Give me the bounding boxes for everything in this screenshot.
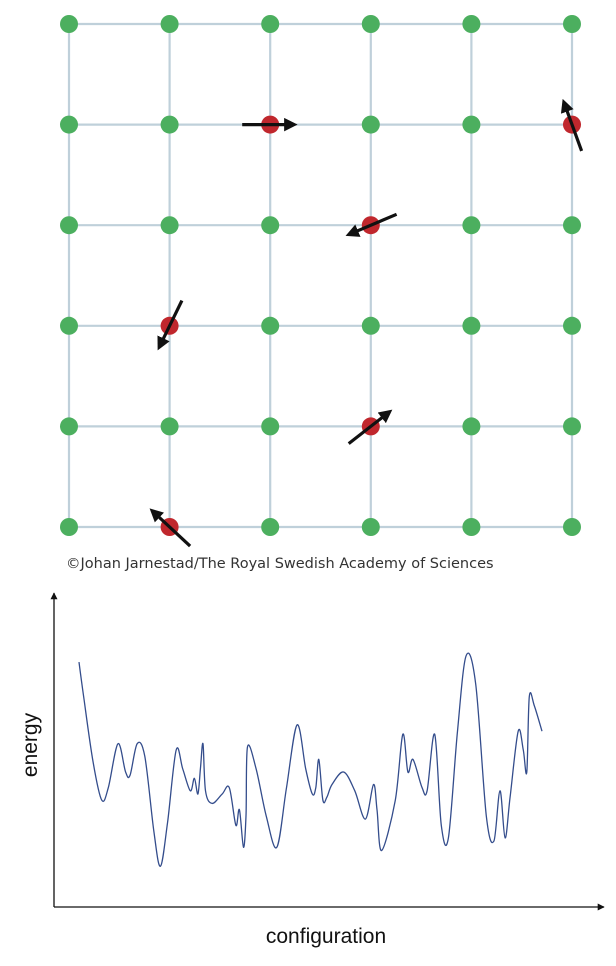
energy-landscape-plot: configuration energy <box>19 592 605 948</box>
spin-site <box>160 216 179 235</box>
spin-site <box>60 115 78 134</box>
spin-site <box>160 115 179 134</box>
spin-site <box>261 216 280 235</box>
spin-site <box>261 15 280 33</box>
spin-site <box>261 417 280 436</box>
spin-site <box>563 417 581 436</box>
spin-site <box>60 518 78 536</box>
lattice-diagram <box>60 15 584 548</box>
y-axis-label: energy <box>19 712 42 777</box>
spin-site <box>60 216 78 235</box>
spin-site <box>462 417 481 436</box>
spin-arrow <box>347 409 393 445</box>
spin-site <box>462 216 481 235</box>
spin-arrow <box>560 98 584 152</box>
spin-site <box>261 316 280 335</box>
spin-site <box>60 15 78 33</box>
spin-site <box>361 518 380 536</box>
spin-site <box>160 417 179 436</box>
lattice-sites <box>60 15 581 536</box>
spin-site <box>361 15 380 33</box>
spin-arrow <box>345 212 398 237</box>
spin-site <box>563 216 581 235</box>
spin-site <box>60 316 78 335</box>
spin-site <box>160 15 179 33</box>
spin-site <box>60 417 78 436</box>
spin-arrow <box>157 299 184 351</box>
spin-site <box>361 115 380 134</box>
lattice-links <box>67 22 574 529</box>
spin-site <box>462 316 481 335</box>
spin-site <box>563 316 581 335</box>
spin-site <box>462 518 481 536</box>
energy-curve <box>78 652 543 867</box>
spin-site <box>261 518 280 536</box>
lattice-arrows <box>149 98 584 548</box>
x-axis-label: configuration <box>266 925 386 948</box>
spin-arrow <box>149 508 192 548</box>
spin-site <box>462 115 481 134</box>
image-credit: ©Johan Jarnestad/The Royal Swedish Acade… <box>66 556 494 572</box>
spin-site <box>361 316 380 335</box>
spin-site <box>462 15 481 33</box>
spin-site <box>563 15 581 33</box>
spin-site <box>563 518 581 536</box>
